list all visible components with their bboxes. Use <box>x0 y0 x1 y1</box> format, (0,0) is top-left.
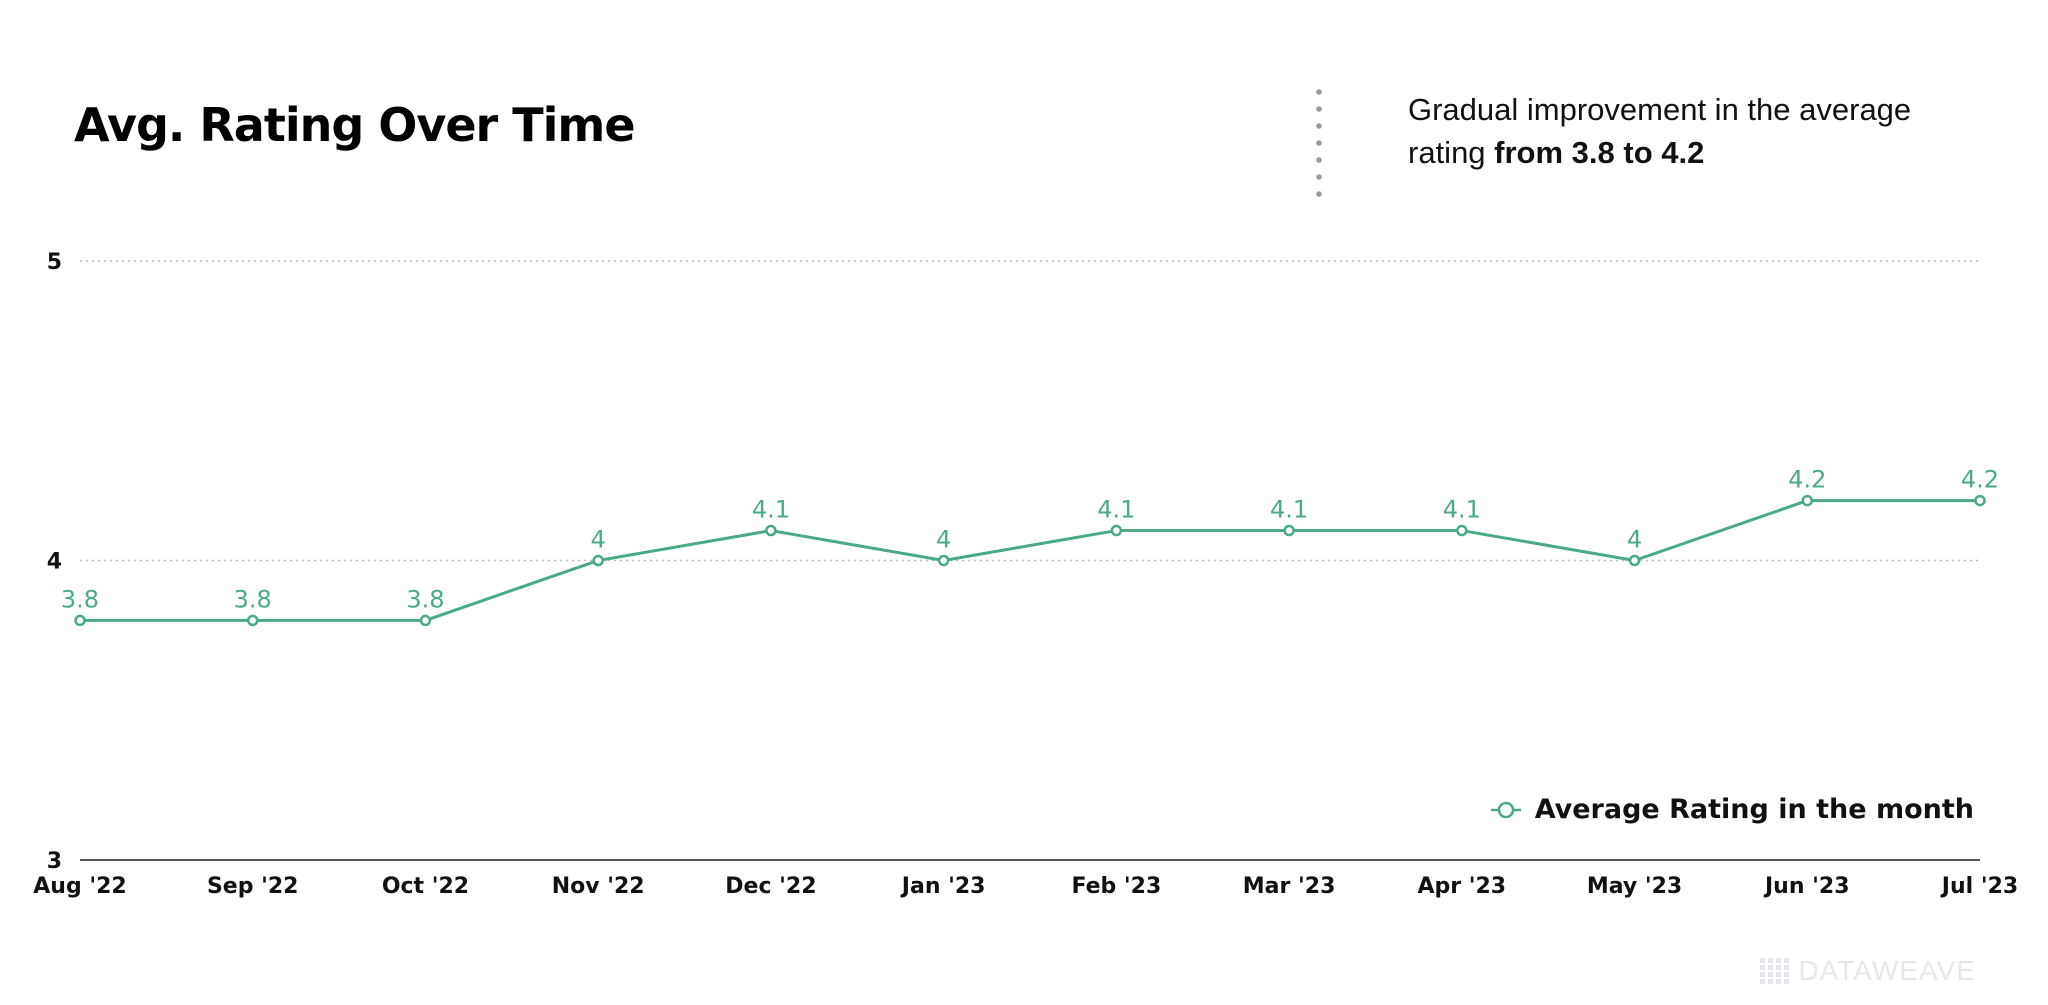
y-tick-label: 3 <box>47 849 62 874</box>
data-label: 4.1 <box>1270 496 1308 524</box>
data-point <box>419 614 432 627</box>
data-label: 3.8 <box>234 585 272 613</box>
data-label: 4 <box>936 526 951 554</box>
grid-lines <box>80 260 1980 562</box>
watermark-text: DATAWEAVE <box>1798 955 1976 986</box>
x-tick-label: Aug '22 <box>33 874 126 899</box>
data-label: 3.8 <box>406 585 444 613</box>
x-tick-label: Jul '23 <box>1940 874 2018 899</box>
data-point <box>1974 494 1986 507</box>
data-label: 4.1 <box>1443 496 1481 524</box>
annotation-divider <box>1316 89 1322 197</box>
x-tick-label: Jun '23 <box>1763 874 1850 899</box>
data-points <box>74 494 1986 627</box>
y-axis-ticks: 3 4 5 <box>47 250 62 874</box>
data-labels: 3.8 3.8 3.8 4 4.1 4 4.1 4.1 4.1 4 4.2 4.2 <box>61 466 1999 614</box>
data-point <box>1283 524 1295 537</box>
series-line <box>80 499 1980 622</box>
series-line-group <box>80 499 1980 622</box>
data-label: 4.1 <box>752 496 790 524</box>
divider-dot <box>1316 123 1322 129</box>
dataweave-logo-icon <box>1760 958 1790 984</box>
data-label: 4 <box>1627 526 1642 554</box>
legend-marker-icon <box>1490 801 1521 818</box>
annotation-highlight: from 3.8 to 4.2 <box>1494 135 1705 170</box>
x-tick-label: Apr '23 <box>1417 874 1506 899</box>
data-point <box>1801 494 1814 507</box>
legend-label: Average Rating in the month <box>1534 794 1974 825</box>
divider-dot <box>1316 89 1322 95</box>
data-point <box>1628 554 1641 567</box>
chart-title: Avg. Rating Over Time <box>74 98 636 152</box>
x-tick-label: Sep '22 <box>207 874 299 899</box>
divider-dot <box>1316 140 1322 146</box>
x-axis-ticks: Aug '22 Sep '22 Oct '22 Nov '22 Dec '22 Jan '… <box>33 874 2018 899</box>
data-point <box>246 614 259 627</box>
x-tick-label: Oct '22 <box>382 874 469 899</box>
data-point <box>1456 524 1468 537</box>
y-tick-label: 4 <box>47 550 62 575</box>
watermark: DATAWEAVE <box>1760 955 1976 987</box>
x-tick-label: May '23 <box>1587 874 1682 899</box>
data-point <box>1110 524 1123 537</box>
x-tick-label: Nov '22 <box>552 874 645 899</box>
x-tick-label: Jan '23 <box>900 874 986 899</box>
data-label: 4 <box>591 526 606 554</box>
data-label: 4.1 <box>1097 496 1135 524</box>
divider-dot <box>1316 191 1322 197</box>
legend: Average Rating in the month <box>1490 794 1974 825</box>
data-label: 3.8 <box>61 585 99 613</box>
annotation-text: Gradual improvement in the average ratin… <box>1408 88 1968 174</box>
data-point <box>937 554 950 567</box>
x-tick-label: Dec '22 <box>725 874 816 899</box>
x-tick-label: Feb '23 <box>1071 874 1161 899</box>
x-tick-label: Mar '23 <box>1243 874 1336 899</box>
data-label: 4.2 <box>1788 466 1826 494</box>
divider-dot <box>1316 106 1322 112</box>
data-label: 4.2 <box>1961 466 1999 494</box>
y-tick-label: 5 <box>47 250 62 275</box>
annotation-prefix: Gradual improvement in the average ratin… <box>1408 92 1912 170</box>
divider-dot <box>1316 157 1322 163</box>
data-point <box>592 554 604 567</box>
data-point <box>765 524 777 537</box>
divider-dot <box>1316 174 1322 180</box>
data-point <box>74 614 86 627</box>
